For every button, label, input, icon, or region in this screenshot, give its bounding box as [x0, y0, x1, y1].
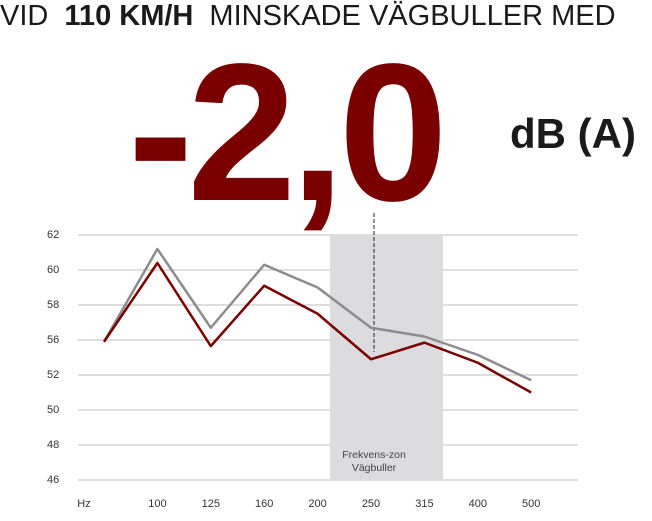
series-line	[102, 261, 532, 394]
x-tick-label: 500	[522, 498, 540, 510]
y-tick-label: 58	[47, 299, 59, 311]
y-tick-label: 46	[47, 474, 59, 486]
big-number: -2,0	[128, 23, 442, 242]
y-tick-label: 48	[47, 439, 59, 451]
headline: VID 110 KM/H MINSKADE VÄGBULLER MED	[0, 0, 616, 32]
x-tick-label: 250	[362, 498, 380, 510]
x-tick-label: 160	[255, 498, 273, 510]
x-tick-label: 200	[308, 498, 326, 510]
headline-post: MINSKADE VÄGBULLER MED	[209, 0, 615, 32]
y-tick-label: 50	[47, 404, 59, 416]
x-tick-label: 315	[415, 498, 433, 510]
frequency-zone	[330, 235, 443, 480]
zone-label: Vägbuller	[352, 462, 397, 474]
x-tick-label: 125	[202, 498, 220, 510]
series-line	[102, 247, 532, 382]
x-tick-label: 400	[469, 498, 487, 510]
x-axis-label: Hz	[77, 498, 90, 510]
y-tick-label: 56	[47, 334, 59, 346]
y-tick-label: 52	[47, 369, 59, 381]
y-tick-label: 60	[47, 264, 59, 276]
zone-label: Frekvens-zon	[342, 449, 406, 461]
y-tick-label: 62	[47, 229, 59, 241]
headline-pre: VID	[0, 0, 48, 32]
x-tick-label: 100	[148, 498, 166, 510]
headline-bold: 110 KM/H	[64, 0, 193, 32]
unit: dB (A)	[510, 110, 636, 157]
